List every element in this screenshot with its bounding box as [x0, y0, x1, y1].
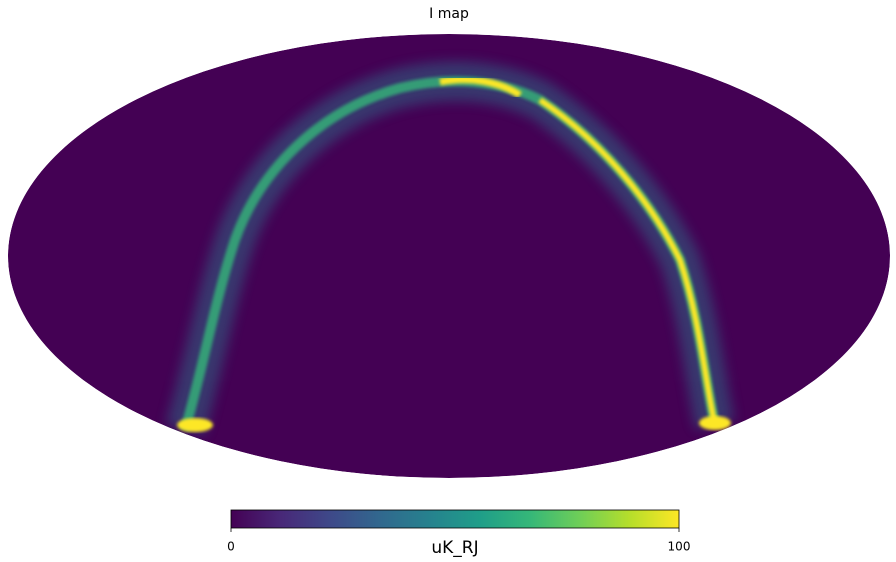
colorbar-tick-label: 0	[227, 540, 235, 554]
colorbar-tick-label: 100	[668, 540, 691, 554]
bright-spot	[699, 416, 731, 430]
chart-title: I map	[429, 6, 469, 22]
sky-map	[8, 34, 890, 478]
bright-spot	[177, 418, 213, 432]
chart: I map uK_RJ 0 100	[0, 0, 896, 562]
colorbar	[231, 510, 679, 528]
colorbar-label: uK_RJ	[431, 538, 478, 558]
